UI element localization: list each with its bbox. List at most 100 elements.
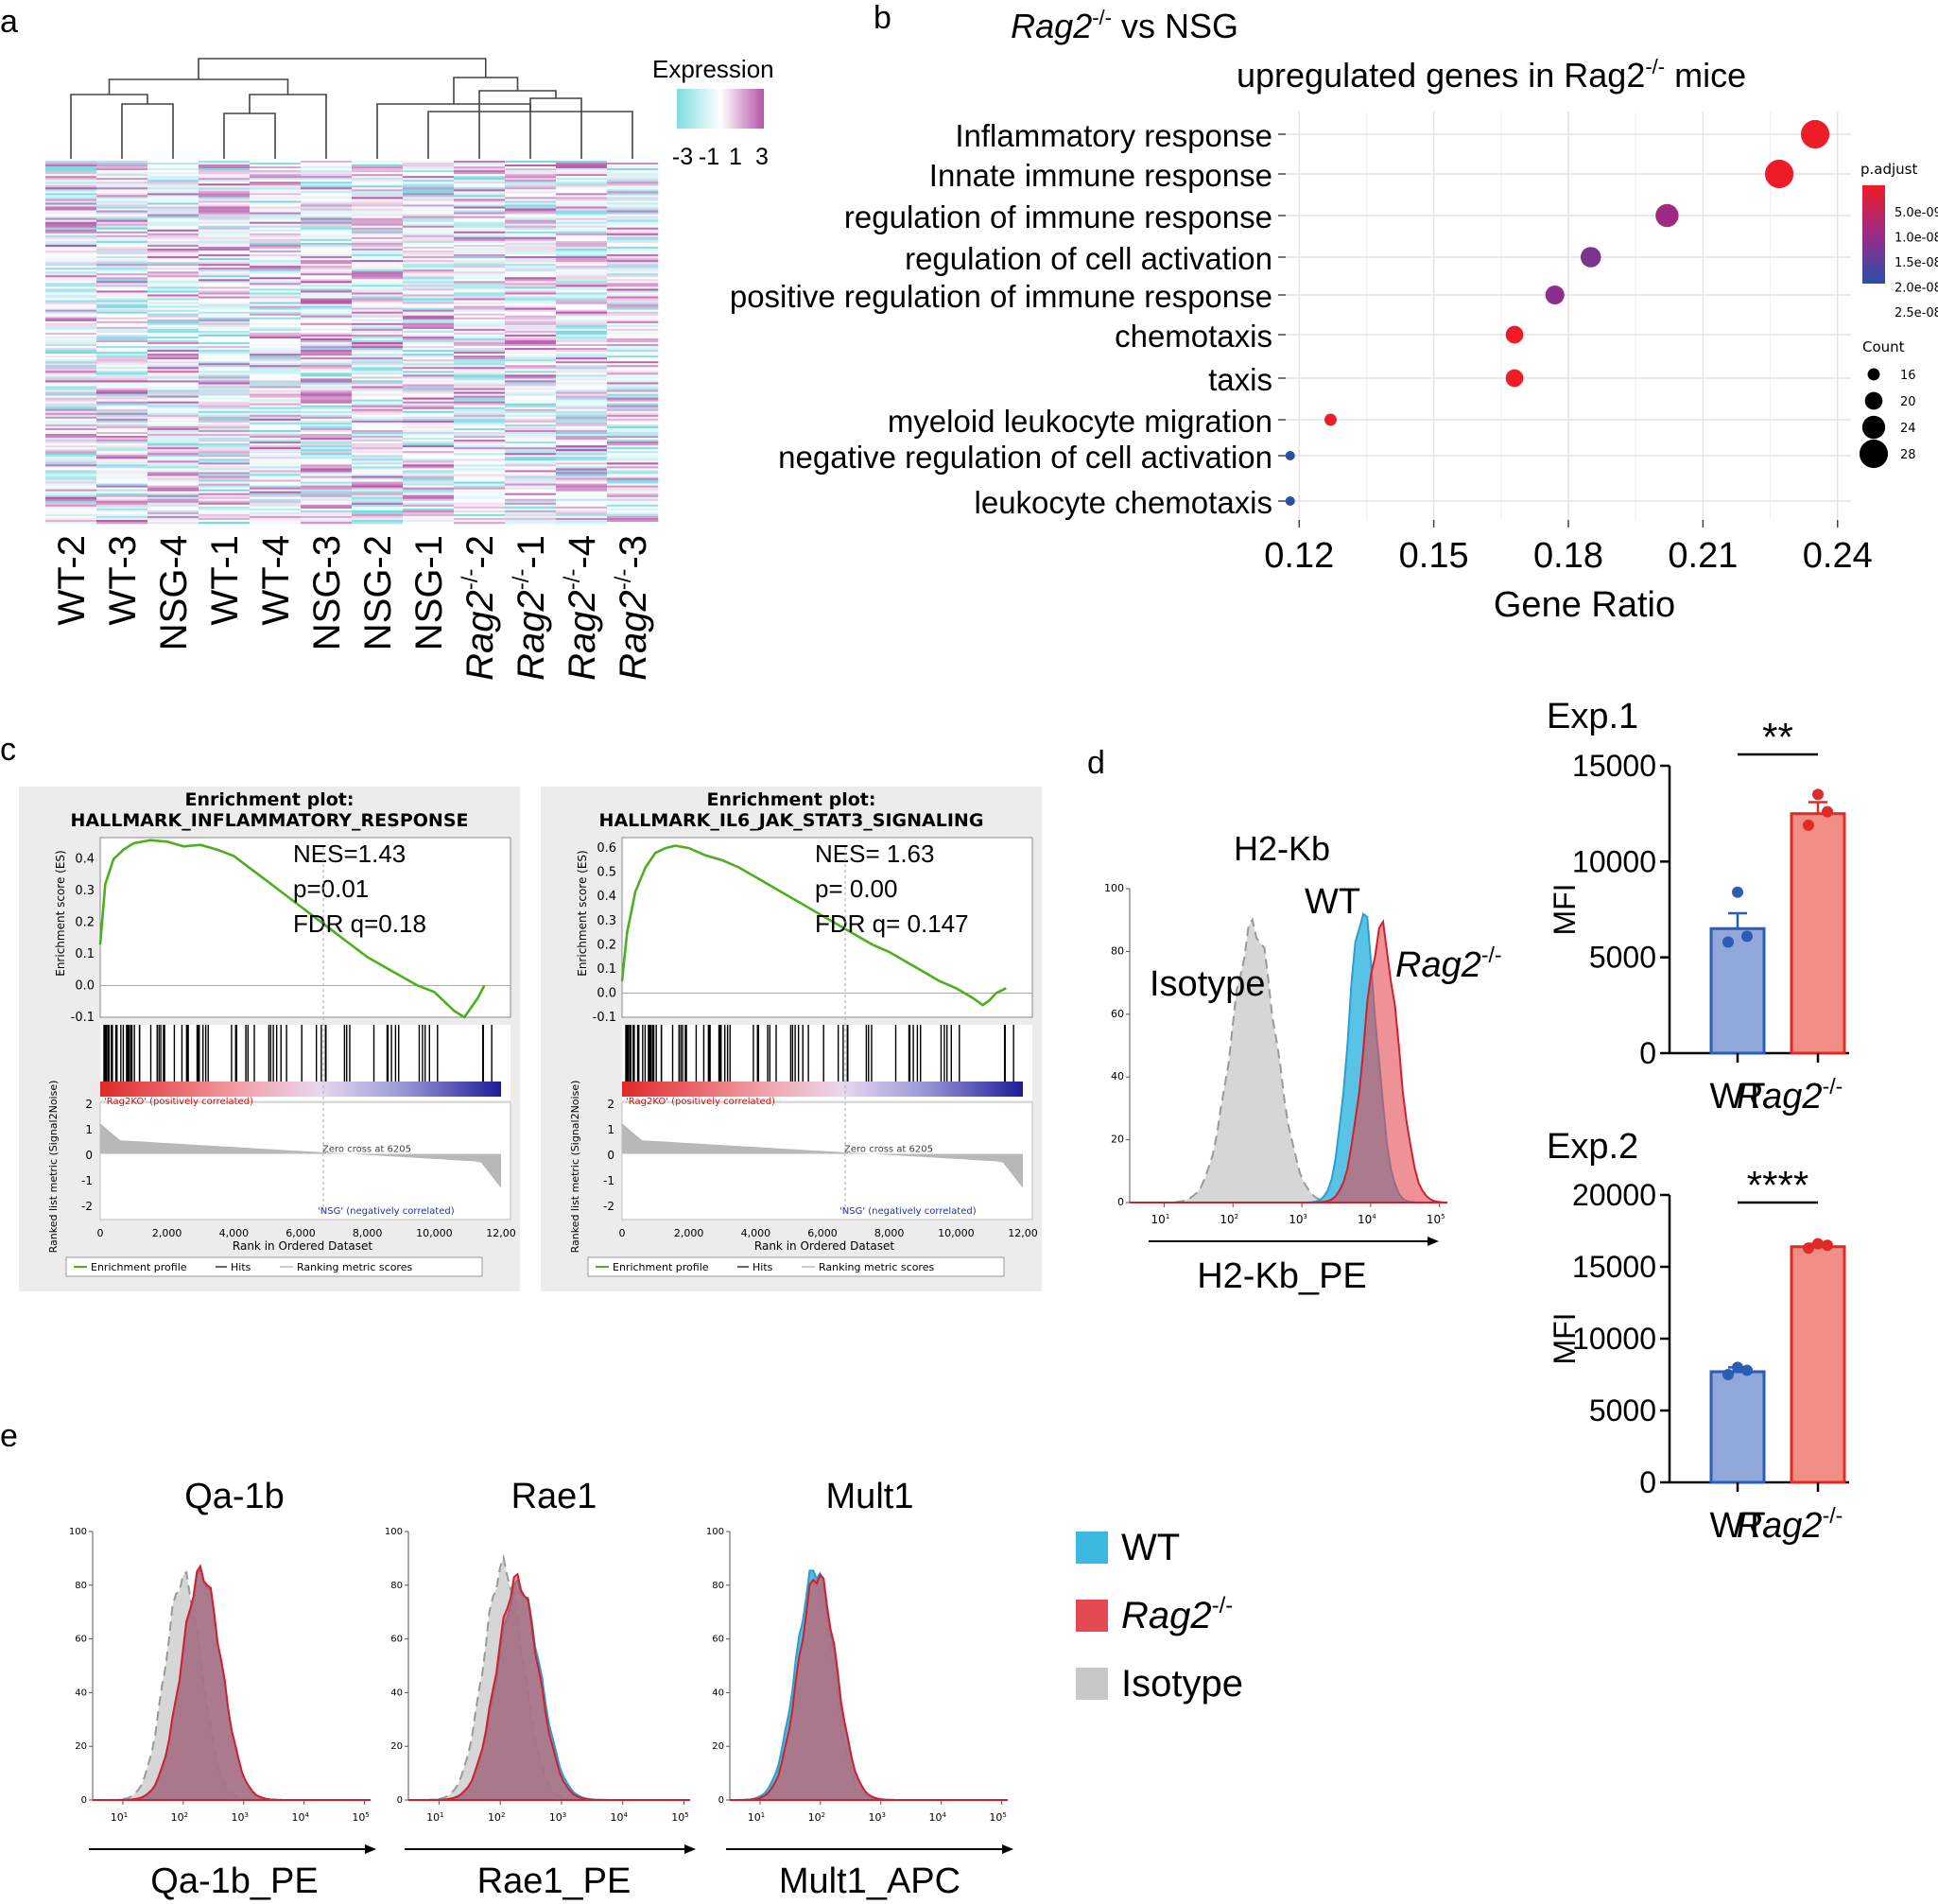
heatmap-cell	[250, 420, 302, 424]
heatmap-cell	[199, 225, 251, 229]
heatmap-cell	[607, 292, 659, 295]
heatmap-cell	[505, 309, 557, 312]
heatmap-cell	[403, 397, 455, 400]
heatmap-cell	[96, 217, 148, 220]
heatmap-cell	[250, 393, 302, 396]
heatmap-cell	[250, 355, 302, 358]
heatmap-cell	[301, 336, 353, 339]
heatmap-cell	[505, 342, 557, 345]
heatmap-cell	[199, 283, 251, 286]
heatmap-cell	[454, 305, 506, 308]
heatmap-cell	[505, 317, 557, 320]
sample-label-main: NSG-1	[408, 535, 450, 650]
heatmap-cell	[556, 238, 608, 242]
heatmap-cell	[556, 472, 608, 475]
heatmap-cell	[607, 216, 659, 218]
heatmap-cell	[556, 258, 608, 261]
heatmap-cell	[147, 195, 199, 198]
heatmap-cell	[505, 416, 557, 420]
heatmap-cell	[352, 277, 404, 280]
heatmap-cell	[505, 244, 557, 248]
heatmap-cell	[607, 451, 659, 454]
heatmap-cell	[250, 315, 302, 319]
heatmap-cell	[147, 236, 199, 240]
heatmap-cell	[96, 510, 148, 513]
heatmap-cell	[301, 414, 353, 418]
heatmap-cell	[454, 210, 506, 213]
hist-x-tick-label-main: 10	[989, 1811, 1002, 1824]
heatmap-cell	[352, 191, 404, 194]
heatmap-cell	[301, 303, 353, 306]
heatmap-cell	[505, 424, 557, 427]
heatmap-cell	[301, 330, 353, 334]
heatmap-cell	[505, 185, 557, 188]
heatmap-cell	[96, 414, 148, 418]
heatmap-cell	[454, 470, 506, 473]
heatmap-cell	[454, 391, 506, 394]
heatmap-cell	[250, 277, 302, 280]
heatmap-cell	[505, 258, 557, 261]
heatmap-cell	[454, 412, 506, 416]
heatmap-cell	[352, 483, 404, 486]
sample-label-sup: -/-	[458, 569, 483, 591]
heatmap-cell	[147, 296, 199, 299]
heatmap-cell	[505, 168, 557, 171]
heatmap-cell	[147, 161, 199, 164]
heatmap-cell	[96, 342, 148, 345]
heatmap-cell	[147, 210, 199, 213]
heatmap-cell	[607, 290, 659, 293]
heatmap-cell	[607, 309, 659, 312]
heatmap-cell	[45, 508, 97, 511]
heatmap-cell	[607, 519, 659, 523]
heatmap-cell	[96, 285, 148, 287]
heatmap-cell	[147, 244, 199, 248]
hist-x-tick-label-main: 10	[671, 1811, 684, 1824]
heatmap-cell	[454, 296, 506, 299]
dotplot-title: Rag2-/- vs NSG	[1011, 6, 1238, 45]
heatmap-cell	[505, 324, 557, 328]
heatmap-cell	[607, 315, 659, 319]
dotplot-point	[1545, 285, 1565, 305]
heatmap-cell	[96, 250, 148, 253]
heatmap-cell	[199, 502, 251, 506]
heatmap-cell	[556, 317, 608, 320]
heatmap-cell	[96, 500, 148, 504]
heatmap-cell	[45, 271, 97, 274]
hist-label-isotype: Isotype	[1150, 964, 1266, 1004]
heatmap-cell	[403, 324, 455, 328]
heatmap-cell	[45, 420, 97, 424]
heatmap-cell	[556, 391, 608, 394]
heatmap-cell	[250, 210, 302, 213]
heatmap-cell	[45, 485, 97, 488]
dotplot-points	[1285, 119, 1830, 506]
heatmap-cell	[505, 391, 557, 394]
heatmap-cell	[301, 389, 353, 392]
heatmap-cell	[96, 320, 148, 324]
heatmap-cell	[301, 504, 353, 508]
heatmap-cell	[96, 508, 148, 511]
heatmap-cell	[607, 288, 659, 291]
heatmap-cell	[301, 407, 353, 410]
heatmap-cell	[147, 307, 199, 310]
heatmap-cell	[352, 210, 404, 213]
heatmap-cell	[45, 438, 97, 441]
gsea-x-tick: 6,000	[286, 1227, 316, 1239]
heatmap-cell	[403, 389, 455, 392]
heatmap-cell	[607, 462, 659, 465]
heatmap-cell	[301, 268, 353, 270]
heatmap-cell	[147, 336, 199, 339]
heatmap-cell	[352, 250, 404, 253]
heatmap-cell	[96, 294, 148, 297]
heatmap-cell	[505, 322, 557, 326]
heatmap-cell	[96, 271, 148, 274]
heatmap-cell	[403, 309, 455, 312]
heatmap-cell	[607, 191, 659, 194]
heatmap-cell	[352, 161, 404, 164]
heatmap-cell	[556, 242, 608, 246]
heatmap-cell	[403, 234, 455, 238]
heatmap-cell	[96, 273, 148, 276]
heatmap-cell	[403, 315, 455, 319]
heatmap-cell	[301, 233, 353, 236]
heatmap-cell	[505, 519, 557, 523]
heatmap-cell	[45, 489, 97, 492]
